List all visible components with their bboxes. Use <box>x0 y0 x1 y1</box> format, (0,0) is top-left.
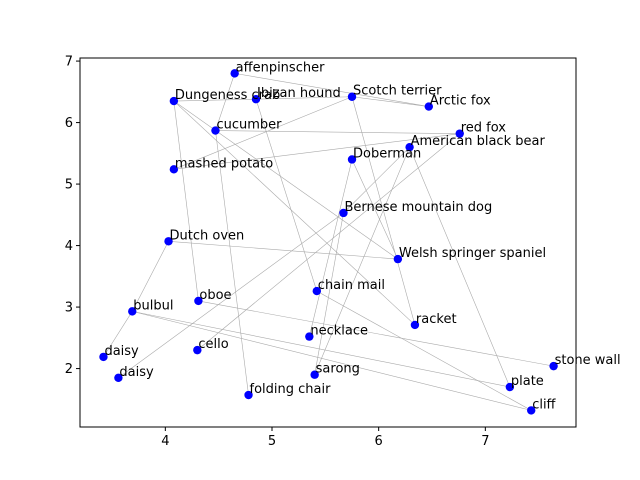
point-label: daisy <box>119 365 154 380</box>
y-tick-label: 3 <box>65 301 73 316</box>
x-tick-label: 6 <box>375 434 383 449</box>
x-axis: 4 5 6 7 <box>161 427 489 449</box>
x-tick-label: 7 <box>481 434 489 449</box>
data-point <box>455 129 464 138</box>
point-label: Arctic fox <box>430 94 491 109</box>
data-point <box>424 102 433 111</box>
edge-layer <box>103 73 554 411</box>
point-label: affenpinscher <box>236 60 325 75</box>
point-label: Bernese mountain dog <box>344 200 492 215</box>
edge-line <box>103 311 133 358</box>
edge-line <box>132 311 510 388</box>
point-label: sarong <box>316 362 360 377</box>
point-label: plate <box>511 374 544 389</box>
data-point <box>549 361 558 371</box>
point-label: Scotch terrier <box>353 84 442 99</box>
point-label: bulbul <box>133 298 173 313</box>
edge-line <box>343 146 410 214</box>
edge-line <box>215 130 460 134</box>
data-point <box>505 382 515 392</box>
point-label: necklace <box>310 324 368 339</box>
edge-line <box>351 96 416 325</box>
point-label: daisy <box>104 344 139 359</box>
x-tick-label: 5 <box>268 434 276 449</box>
data-point <box>244 390 253 400</box>
edge-line <box>173 100 399 260</box>
data-point <box>410 320 420 330</box>
y-tick-label: 7 <box>65 55 73 70</box>
data-point <box>310 370 319 379</box>
edge-line <box>234 73 429 107</box>
label-layer: affenpinscher Ibizan hound Scotch terrier D… <box>104 60 620 412</box>
data-point <box>193 345 202 355</box>
edge-line <box>132 311 532 411</box>
edge-line <box>168 240 398 260</box>
data-point <box>169 96 179 106</box>
edge-line <box>197 133 460 351</box>
edge-line <box>173 100 416 326</box>
data-point <box>164 237 173 246</box>
point-label: red fox <box>461 121 507 136</box>
point-label: stone wall <box>555 353 621 368</box>
point-label: American black bear <box>411 134 546 149</box>
edge-line <box>314 147 410 375</box>
y-tick-label: 4 <box>65 239 73 254</box>
edge-line <box>316 290 532 411</box>
data-point <box>347 155 357 164</box>
point-label: Dutch oven <box>170 228 245 243</box>
point-label: Welsh springer spaniel <box>399 246 546 261</box>
data-point <box>114 373 123 382</box>
point-label: folding chair <box>250 382 332 397</box>
edge-line <box>173 96 353 170</box>
x-tick-label: 4 <box>161 434 169 449</box>
edge-line <box>132 241 169 312</box>
data-point <box>347 92 357 101</box>
point-label: chain mail <box>318 278 385 293</box>
y-axis: 2 3 4 5 6 7 <box>65 55 80 377</box>
edge-line <box>351 159 399 260</box>
edge-line <box>173 98 257 102</box>
point-label: cucumber <box>216 118 282 133</box>
point-label: oboe <box>199 288 231 303</box>
data-point <box>128 307 137 316</box>
point-label: Dungeness crab <box>175 88 280 103</box>
data-point <box>211 126 220 135</box>
axes-frame <box>79 57 577 428</box>
y-tick-label: 2 <box>65 362 73 377</box>
point-label: Ibizan hound <box>257 86 341 101</box>
edge-line <box>309 159 353 337</box>
data-point <box>99 352 108 362</box>
data-point <box>405 142 414 152</box>
edge-line <box>409 147 511 388</box>
point-label: mashed potato <box>175 156 273 171</box>
point-label: cello <box>198 337 228 352</box>
data-point <box>251 95 261 104</box>
edge-line <box>255 96 353 100</box>
edge-line <box>173 133 460 170</box>
data-point <box>169 165 179 174</box>
edge-line <box>198 300 554 367</box>
data-point <box>194 296 203 306</box>
data-point <box>527 406 536 415</box>
data-point <box>305 332 314 341</box>
data-point <box>230 69 239 78</box>
point-label: Doberman <box>353 146 421 161</box>
y-tick-label: 5 <box>65 178 73 193</box>
point-label: racket <box>416 312 457 327</box>
edge-line <box>215 73 235 131</box>
edge-line <box>351 96 429 107</box>
edge-line <box>314 212 344 375</box>
edge-line <box>118 212 344 379</box>
data-point <box>393 254 403 264</box>
edge-line <box>215 130 249 396</box>
data-point <box>339 208 348 218</box>
point-label: cliff <box>532 397 556 412</box>
data-point <box>312 286 321 296</box>
y-tick-label: 6 <box>65 116 73 131</box>
point-layer <box>99 69 558 415</box>
edge-line <box>173 101 199 301</box>
